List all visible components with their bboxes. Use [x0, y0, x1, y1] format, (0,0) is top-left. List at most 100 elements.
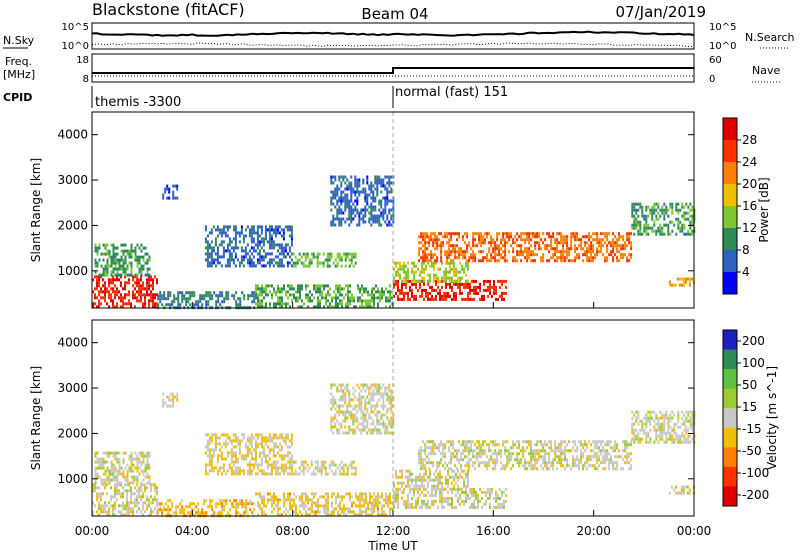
echo-cell: [114, 466, 117, 470]
echo-cell: [140, 287, 142, 291]
echo-cell: [216, 249, 219, 253]
echo-cell: [318, 261, 321, 265]
echo-cell: [356, 416, 359, 420]
echo-cell: [473, 285, 475, 289]
echo-cell: [352, 460, 355, 464]
echo-cell: [461, 276, 463, 280]
echo-cell: [219, 499, 222, 503]
echo-cell: [152, 293, 154, 297]
echo-cell: [332, 425, 335, 429]
echo-cell: [459, 261, 461, 265]
echo-cell: [594, 253, 597, 257]
echo-cell: [243, 294, 246, 298]
echo-cell: [134, 249, 137, 253]
echo-cell: [421, 294, 423, 298]
echo-cell: [433, 499, 435, 503]
echo-cell: [377, 513, 379, 517]
echo-cell: [346, 217, 349, 221]
echo-cell: [469, 505, 471, 509]
echo-cell: [227, 291, 230, 295]
echo-cell: [146, 261, 149, 265]
echo-cell: [452, 259, 455, 263]
echo-cell: [378, 398, 381, 402]
echo-cell: [378, 214, 381, 218]
echo-cell: [274, 234, 277, 238]
echo-cell: [671, 220, 674, 224]
echo-cell: [189, 505, 192, 509]
echo-cell: [403, 481, 405, 485]
echo-cell: [259, 305, 261, 309]
echo-cell: [462, 250, 465, 254]
echo-cell: [339, 495, 341, 499]
echo-cell: [124, 281, 126, 285]
echo-cell: [208, 252, 211, 256]
echo-cell: [230, 469, 233, 473]
echo-cell: [500, 241, 503, 245]
echo-cell: [307, 296, 309, 300]
echo-cell: [401, 291, 403, 295]
noise-panel-frame: [91, 22, 695, 50]
echo-cell: [582, 247, 585, 251]
echo-cell: [240, 225, 243, 229]
echo-cell: [499, 487, 501, 491]
echo-cell: [582, 253, 585, 257]
echo-cell: [576, 238, 579, 242]
echo-cell: [346, 404, 349, 408]
echo-cell: [317, 507, 319, 511]
echo-cell: [288, 472, 291, 476]
echo-cell: [319, 495, 321, 499]
echo-cell: [681, 214, 684, 218]
echo-cell: [417, 496, 419, 500]
echo-cell: [128, 469, 131, 473]
echo-cell: [262, 472, 265, 476]
echo-cell: [293, 296, 295, 300]
echo-cell: [102, 451, 105, 455]
echo-cell: [307, 284, 309, 288]
echo-cell: [336, 187, 339, 191]
echo-cell: [477, 291, 479, 295]
echo-cell: [366, 202, 369, 206]
echo-cell: [484, 232, 487, 236]
echo-cell: [342, 410, 345, 414]
echo-cell: [596, 247, 599, 251]
echo-cell: [438, 238, 441, 242]
echo-cell: [297, 287, 299, 291]
echo-cell: [371, 296, 373, 300]
echo-cell: [500, 256, 503, 260]
echo-cell: [92, 510, 94, 514]
echo-cell: [498, 232, 501, 236]
echo-cell: [206, 255, 209, 259]
echo-cell: [118, 463, 121, 467]
echo-cell: [106, 483, 108, 487]
echo-cell: [140, 273, 143, 277]
echo-cell: [206, 472, 209, 476]
echo-cell: [290, 439, 293, 443]
echo-cell: [102, 252, 105, 256]
echo-cell: [494, 241, 497, 245]
echo-cell: [128, 249, 131, 253]
echo-cell: [345, 305, 347, 309]
echo-cell: [445, 481, 447, 485]
echo-cell: [219, 294, 222, 298]
echo-cell: [104, 290, 106, 294]
echo-cell: [144, 302, 146, 306]
echo-cell: [275, 498, 277, 502]
echo-cell: [250, 264, 253, 268]
echo-cell: [120, 510, 122, 514]
echo-cell: [437, 285, 439, 289]
echo-cell: [385, 287, 387, 291]
echo-cell: [364, 398, 367, 402]
echo-cell: [468, 449, 471, 453]
echo-cell: [635, 211, 638, 215]
echo-cell: [486, 259, 489, 263]
echo-cell: [494, 461, 497, 465]
echo-cell: [106, 510, 108, 514]
echo-cell: [126, 281, 128, 285]
echo-cell: [504, 247, 507, 251]
echo-cell: [498, 247, 501, 251]
echo-cell: [399, 481, 401, 485]
echo-cell: [250, 445, 253, 449]
echo-cell: [456, 244, 459, 248]
echo-cell: [144, 287, 146, 291]
echo-cell: [510, 244, 513, 248]
